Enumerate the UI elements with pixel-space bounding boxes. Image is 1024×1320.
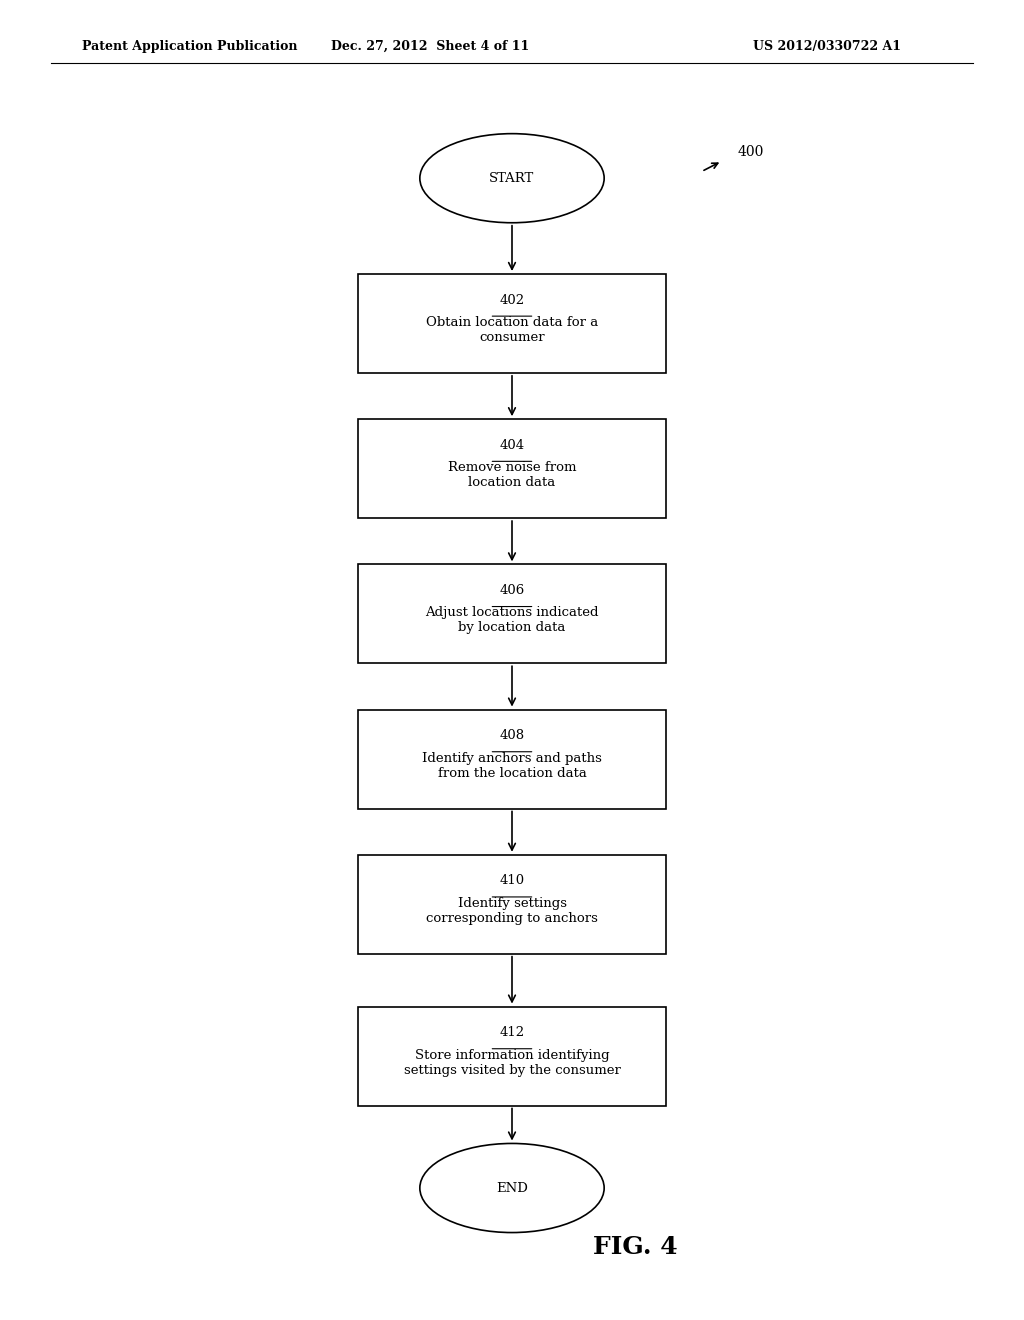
Text: 402: 402 — [500, 294, 524, 306]
Text: 412: 412 — [500, 1027, 524, 1039]
Text: Identify settings
corresponding to anchors: Identify settings corresponding to ancho… — [426, 896, 598, 925]
Text: 406: 406 — [500, 583, 524, 597]
Text: 404: 404 — [500, 438, 524, 451]
Text: Patent Application Publication: Patent Application Publication — [82, 40, 297, 53]
Text: Adjust locations indicated
by location data: Adjust locations indicated by location d… — [425, 606, 599, 635]
Text: 400: 400 — [737, 145, 764, 158]
Text: START: START — [489, 172, 535, 185]
Text: 408: 408 — [500, 729, 524, 742]
Text: Remove noise from
location data: Remove noise from location data — [447, 461, 577, 490]
Text: END: END — [496, 1181, 528, 1195]
Text: Identify anchors and paths
from the location data: Identify anchors and paths from the loca… — [422, 751, 602, 780]
Text: Store information identifying
settings visited by the consumer: Store information identifying settings v… — [403, 1048, 621, 1077]
Text: Dec. 27, 2012  Sheet 4 of 11: Dec. 27, 2012 Sheet 4 of 11 — [331, 40, 529, 53]
Text: US 2012/0330722 A1: US 2012/0330722 A1 — [753, 40, 901, 53]
Text: 410: 410 — [500, 875, 524, 887]
Text: FIG. 4: FIG. 4 — [593, 1236, 677, 1259]
Text: Obtain location data for a
consumer: Obtain location data for a consumer — [426, 315, 598, 345]
